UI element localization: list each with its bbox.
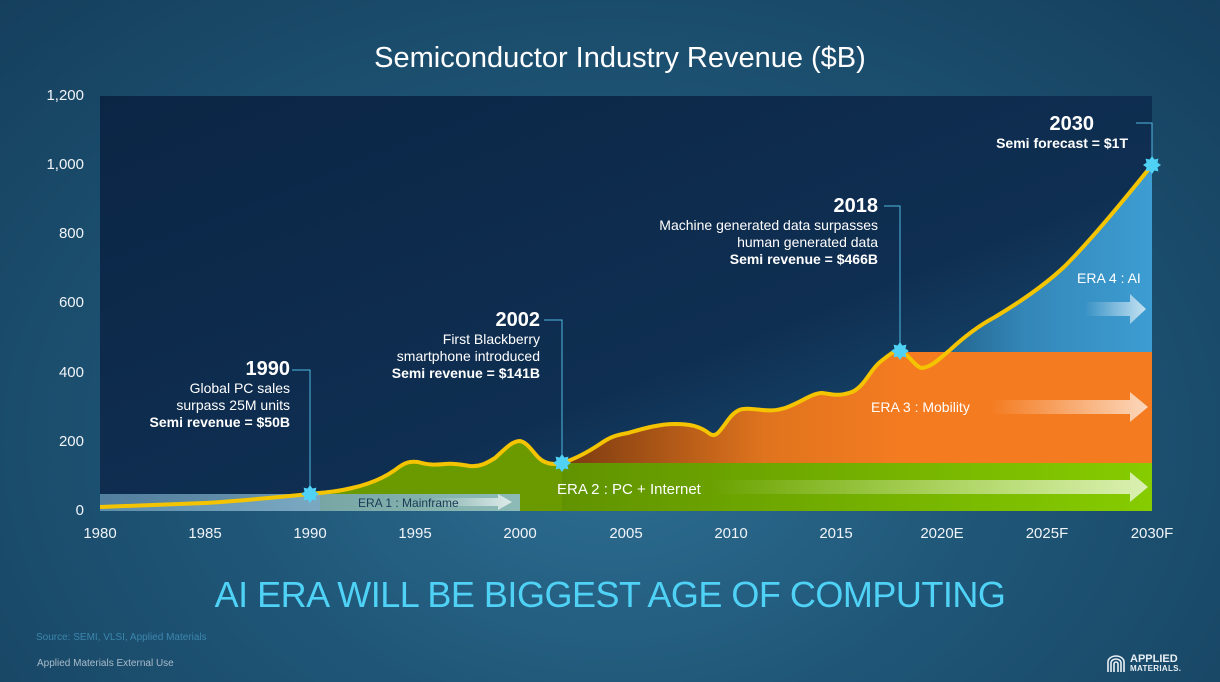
- marker-2030-icon: [1143, 156, 1161, 174]
- leader-2030: [1136, 122, 1153, 165]
- annotation-revenue: Semi revenue = $50B: [149, 414, 290, 430]
- y-tick: 1,200: [46, 87, 84, 104]
- annotation-revenue: Semi revenue = $141B: [391, 365, 540, 381]
- leader-2018: [884, 205, 901, 351]
- chart-title: Semiconductor Industry Revenue ($B): [374, 42, 866, 74]
- era-4-label: ERA 4 : AI: [1077, 270, 1141, 286]
- x-tick: 2020E: [920, 525, 964, 542]
- logo-line-1: APPLIED: [1130, 653, 1178, 665]
- annotation-year: 2030: [1049, 113, 1095, 135]
- annotation-text: human generated data: [737, 234, 878, 250]
- x-tick: 2025F: [1025, 525, 1069, 542]
- era-3-arrow: [990, 392, 1148, 422]
- y-tick: 600: [58, 294, 84, 311]
- x-tick: 1995: [398, 525, 432, 542]
- logo-line-2: MATERIALS.: [1130, 664, 1182, 673]
- annotation-year: 1990: [245, 358, 291, 380]
- y-tick: 1,000: [46, 156, 84, 173]
- y-tick: 0: [75, 502, 84, 519]
- x-tick: 2015: [819, 525, 853, 542]
- leader-2002: [544, 319, 563, 463]
- marker-2018-icon: [891, 342, 909, 360]
- marker-1990-icon: [301, 485, 319, 503]
- annotation-revenue: Semi forecast = $1T: [996, 135, 1128, 151]
- annotation-text: Global PC sales: [189, 380, 290, 396]
- x-tick: 2005: [609, 525, 643, 542]
- era-1-arrow: [430, 494, 512, 510]
- annotation-revenue: Semi revenue = $466B: [729, 251, 878, 267]
- x-tick: 2030F: [1130, 525, 1174, 542]
- marker-2002-icon: [553, 454, 571, 472]
- headline: AI ERA WILL BE BIGGEST AGE OF COMPUTING: [214, 574, 1006, 615]
- x-tick: 2010: [714, 525, 748, 542]
- applied-materials-logo: APPLIED MATERIALS.: [1106, 654, 1181, 674]
- era-1-label: ERA 1 : Mainframe: [358, 496, 459, 510]
- annotation-2018: 2018 Machine generated data surpasses hu…: [659, 195, 878, 268]
- annotation-text: surpass 25M units: [176, 397, 290, 413]
- classification-note: Applied Materials External Use: [37, 658, 174, 669]
- era-4-arrow: [1085, 294, 1146, 324]
- annotation-year: 2018: [833, 195, 879, 217]
- source-note: Source: SEMI, VLSI, Applied Materials: [36, 632, 207, 643]
- x-tick: 1985: [188, 525, 222, 542]
- annotation-text: First Blackberry: [442, 331, 540, 347]
- y-tick: 800: [58, 225, 84, 242]
- annotation-2030: 2030 Semi forecast = $1T: [996, 113, 1128, 152]
- annotation-1990: 1990 Global PC sales surpass 25M units S…: [150, 358, 290, 431]
- annotation-text: smartphone introduced: [396, 348, 540, 364]
- era-3-label: ERA 3 : Mobility: [871, 399, 970, 415]
- leader-1990: [292, 369, 311, 494]
- x-tick: 2000: [503, 525, 537, 542]
- x-tick: 1990: [293, 525, 327, 542]
- revenue-line: [99, 163, 1154, 509]
- y-tick: 400: [58, 364, 84, 381]
- annotation-2002: 2002 First Blackberry smartphone introdu…: [392, 309, 540, 382]
- era-2-label: ERA 2 : PC + Internet: [557, 481, 701, 498]
- annotation-year: 2002: [495, 309, 541, 331]
- applied-materials-logo-icon: [1107, 655, 1125, 672]
- y-tick: 200: [58, 433, 84, 450]
- x-tick: 1980: [83, 525, 117, 542]
- annotation-text: Machine generated data surpasses: [659, 217, 878, 233]
- era-2-arrow: [710, 472, 1148, 502]
